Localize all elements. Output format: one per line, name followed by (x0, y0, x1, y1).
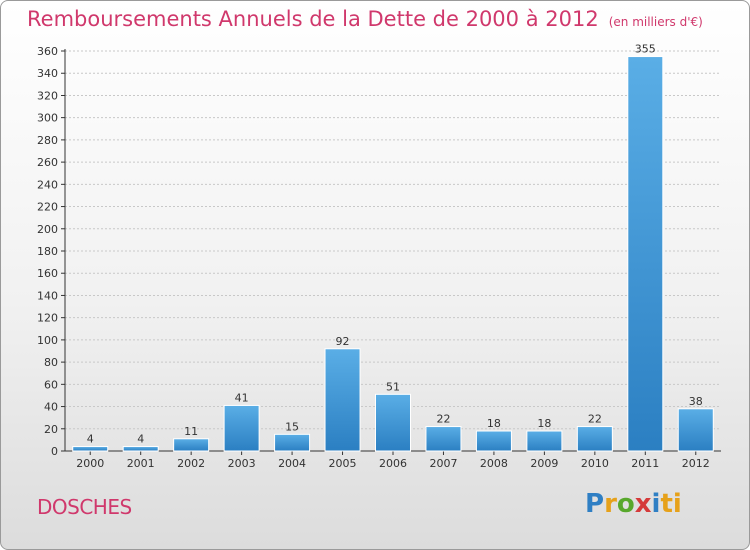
commune-name: DOSCHES (37, 495, 132, 519)
chart-title-text: Remboursements Annuels de la Dette de 20… (27, 7, 599, 31)
x-tick-label: 2010 (581, 457, 609, 470)
chart-title: Remboursements Annuels de la Dette de 20… (27, 7, 703, 31)
y-tick-label: 240 (37, 178, 58, 191)
y-tick-label: 60 (44, 378, 58, 391)
chart-unit: (en milliers d'€) (608, 15, 703, 29)
x-tick-label: 2007 (429, 457, 457, 470)
logo-letter: o (616, 489, 635, 519)
y-tick-label: 120 (37, 312, 58, 325)
logo-letter: ti (660, 489, 682, 519)
x-tick-label: 2006 (379, 457, 407, 470)
y-tick-label: 340 (37, 67, 58, 80)
y-tick-label: 220 (37, 201, 58, 214)
x-tick-label: 2003 (228, 457, 256, 470)
y-tick-label: 140 (37, 289, 58, 302)
bar-2004 (274, 433, 311, 452)
x-tick-label: 2009 (530, 457, 558, 470)
x-tick-label: 2012 (682, 457, 710, 470)
bar-2006 (375, 393, 411, 452)
y-tick-label: 280 (37, 134, 58, 147)
y-tick-label: 360 (37, 45, 58, 58)
y-tick-label: 260 (37, 156, 58, 169)
bar-2005 (324, 348, 361, 452)
value-label: 15 (285, 420, 299, 433)
y-tick-label: 320 (37, 89, 58, 102)
value-label: 18 (487, 417, 501, 430)
y-tick-label: 80 (44, 356, 58, 369)
logo-letter: P (585, 489, 605, 519)
x-tick-label: 2005 (329, 457, 357, 470)
bar-2008 (475, 430, 512, 452)
x-tick-label: 2002 (177, 457, 205, 470)
y-tick-label: 300 (37, 112, 58, 125)
x-tick-label: 2004 (278, 457, 306, 470)
logo-letter: r (604, 489, 617, 519)
x-tick-label: 2001 (127, 457, 155, 470)
logo-letter: i (651, 489, 661, 519)
value-label: 355 (635, 43, 656, 56)
logo-letter: x (634, 489, 652, 519)
y-tick-label: 0 (51, 445, 58, 458)
value-label: 4 (137, 433, 144, 446)
value-label: 51 (386, 380, 400, 393)
y-tick-label: 100 (37, 334, 58, 347)
value-label: 38 (689, 395, 703, 408)
y-tick-label: 20 (44, 423, 58, 436)
bar-2003 (223, 404, 260, 452)
proxiti-logo: Proxiti (585, 489, 682, 519)
y-tick-label: 180 (37, 245, 58, 258)
x-tick-label: 2008 (480, 457, 508, 470)
value-label: 41 (235, 391, 249, 404)
bar-2011 (627, 56, 664, 452)
y-tick-label: 200 (37, 223, 58, 236)
value-label: 22 (588, 413, 602, 426)
bar-2002 (173, 438, 210, 452)
bar-2012 (677, 408, 714, 452)
value-label: 22 (436, 413, 450, 426)
x-tick-label: 2011 (631, 457, 659, 470)
value-label: 92 (336, 335, 350, 348)
bar-2001 (122, 446, 159, 452)
x-tick-label: 2000 (76, 457, 104, 470)
y-tick-label: 160 (37, 267, 58, 280)
bar-2000 (72, 446, 109, 452)
value-label: 18 (537, 417, 551, 430)
bar-2009 (526, 430, 563, 452)
value-label: 4 (87, 433, 94, 446)
bar-2010 (576, 426, 613, 452)
value-label: 11 (184, 425, 198, 438)
y-tick-label: 40 (44, 401, 58, 414)
bar-2007 (425, 426, 462, 452)
